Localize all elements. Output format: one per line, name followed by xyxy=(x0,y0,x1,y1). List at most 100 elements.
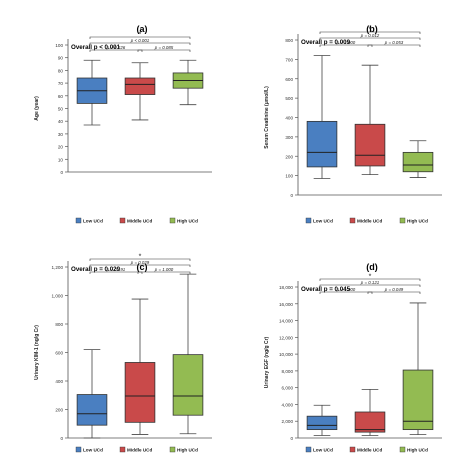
significance-bracket: p = 0.085 xyxy=(137,45,191,52)
box-iqr xyxy=(306,415,338,431)
bracket-label: p = 0.085 xyxy=(154,45,174,50)
significance-bracket: * xyxy=(319,274,421,281)
bracket-line xyxy=(89,42,191,45)
box-3 xyxy=(172,59,204,106)
legend-label: Middle UCd xyxy=(127,219,152,224)
box-3 xyxy=(402,140,434,178)
y-tick-label: 800 xyxy=(55,322,63,327)
bracket-label: p = 0.191 xyxy=(106,267,126,272)
legend-label: Middle UCd xyxy=(127,448,152,453)
bracket-line xyxy=(89,258,191,261)
y-tick-label: 700 xyxy=(285,57,293,62)
box-3 xyxy=(172,273,204,435)
box-1 xyxy=(306,404,338,436)
y-axis-label: Serum Creatinine (μmol/L) xyxy=(264,86,270,149)
legend-label: High UCd xyxy=(407,219,428,224)
legend-item: Middle UCd xyxy=(349,446,382,453)
overall-p-value: Overall p < 0.001 xyxy=(71,44,121,51)
y-tick-label: 100 xyxy=(55,43,63,48)
significance-bracket: * xyxy=(89,32,191,39)
y-tick-label: 0 xyxy=(60,170,63,175)
legend-label: High UCd xyxy=(407,448,428,453)
bracket-line xyxy=(319,278,421,281)
chart-panel-3: (c) 0 200 400 600 800 1,000 1,200 Urinary KIM-1 … xyxy=(34,254,212,453)
legend-swatch xyxy=(119,446,126,453)
box-iqr xyxy=(124,77,156,95)
box-1 xyxy=(76,59,108,126)
y-tick-label: 50 xyxy=(58,107,64,112)
y-tick-label: 400 xyxy=(285,116,293,121)
bracket-line xyxy=(319,37,421,40)
box-2 xyxy=(124,62,156,121)
panel-label: (a) xyxy=(137,24,148,34)
legend-item: High UCd xyxy=(169,446,198,453)
y-axis-label: Age (year) xyxy=(34,96,40,121)
box-iqr xyxy=(354,411,386,433)
y-tick-label: 6,000 xyxy=(282,386,294,391)
bracket-label: * xyxy=(139,254,142,261)
significance-bracket: p = 0.053 xyxy=(367,40,421,47)
significance-bracket: * xyxy=(319,27,421,34)
bracket-line xyxy=(89,36,191,39)
legend-label: Low UCd xyxy=(83,448,103,453)
y-tick-label: 1,000 xyxy=(52,294,64,299)
legend-swatch xyxy=(399,446,406,453)
overall-p-value: Overall p = 0.045 xyxy=(301,286,351,293)
legend-swatch xyxy=(169,217,176,224)
y-tick-label: 100 xyxy=(285,174,293,179)
legend-swatch xyxy=(305,217,312,224)
legend-item: Low UCd xyxy=(305,217,333,224)
box-iqr xyxy=(354,123,386,167)
bracket-line xyxy=(319,31,421,34)
box-iqr xyxy=(306,120,338,168)
significance-bracket: p = 1.000 xyxy=(319,287,373,294)
y-tick-label: 4,000 xyxy=(282,402,294,407)
bracket-line xyxy=(89,49,143,52)
bracket-label: p = 0.029 xyxy=(130,260,150,265)
significance-bracket: p = 0.029 xyxy=(89,260,191,267)
y-tick-label: 200 xyxy=(55,408,63,413)
bracket-label: p = 0.226 xyxy=(106,45,126,50)
bracket-label: p < 0.001 xyxy=(130,38,150,43)
box-iqr xyxy=(402,369,434,431)
legend-swatch xyxy=(119,217,126,224)
overall-p-value: Overall p = 0.009 xyxy=(301,39,351,46)
box-iqr xyxy=(172,354,204,416)
y-axis-label: Urinary KIM-1 (ng/g Cr) xyxy=(34,325,40,380)
legend-swatch xyxy=(399,217,406,224)
y-tick-label: 0 xyxy=(290,193,293,198)
legend-label: High UCd xyxy=(177,219,198,224)
y-tick-label: 18,000 xyxy=(279,285,293,290)
legend-item: High UCd xyxy=(399,446,428,453)
box-1 xyxy=(76,349,108,439)
y-tick-label: 30 xyxy=(58,132,64,137)
box-iqr xyxy=(402,151,434,173)
chart-panel-1: (a) 0 10 20 30 40 50 60 70 80 90 100 Age (year) Overa… xyxy=(34,24,212,224)
y-tick-label: 400 xyxy=(55,379,63,384)
significance-bracket: p = 0.121 xyxy=(319,280,421,287)
significance-bracket: p = 0.049 xyxy=(367,287,421,294)
significance-bracket: p = 1.000 xyxy=(137,267,191,274)
bracket-label: * xyxy=(139,32,142,39)
bracket-label: p = 0.049 xyxy=(384,287,404,292)
legend-label: Low UCd xyxy=(83,219,103,224)
box-iqr xyxy=(124,362,156,423)
significance-bracket: p = 1.000 xyxy=(319,40,373,47)
legend-swatch xyxy=(169,446,176,453)
legend-item: Low UCd xyxy=(75,217,103,224)
legend-label: Low UCd xyxy=(313,448,333,453)
bracket-line xyxy=(367,291,421,294)
y-tick-label: 70 xyxy=(58,81,64,86)
box-3 xyxy=(402,302,434,436)
y-tick-label: 300 xyxy=(285,135,293,140)
bracket-label: p = 1.000 xyxy=(154,267,174,272)
bracket-label: p = 0.121 xyxy=(360,280,380,285)
box-1 xyxy=(306,55,338,179)
legend-item: Low UCd xyxy=(75,446,103,453)
bracket-label: * xyxy=(369,274,372,281)
legend-item: High UCd xyxy=(169,217,198,224)
y-tick-label: 10,000 xyxy=(279,352,293,357)
y-tick-label: 200 xyxy=(285,154,293,159)
significance-bracket: p = 0.191 xyxy=(89,267,143,274)
